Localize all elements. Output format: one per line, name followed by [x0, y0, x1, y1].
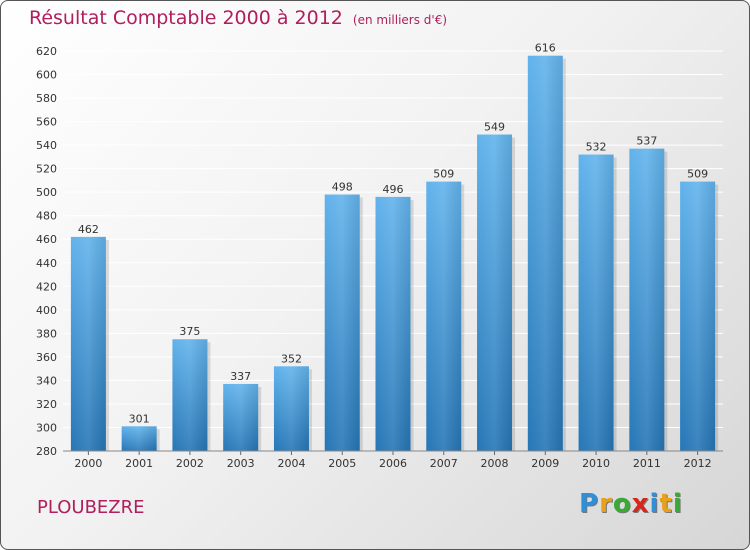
logo-letter: r — [599, 489, 613, 519]
data-label: 352 — [281, 352, 302, 365]
data-label: 496 — [383, 183, 404, 196]
x-tick-label: 2005 — [328, 457, 356, 470]
bar-shine — [477, 134, 513, 451]
bar-shine — [527, 55, 563, 452]
x-tick-label: 2011 — [633, 457, 661, 470]
bar-shine — [375, 196, 411, 451]
bars — [70, 55, 719, 452]
bar-2004 — [273, 366, 312, 451]
y-tick-label: 560 — [36, 116, 57, 129]
x-tick-label: 2008 — [481, 457, 509, 470]
logo-letter: i — [649, 489, 660, 519]
y-tick-label: 380 — [36, 327, 57, 340]
bar-shine — [578, 154, 614, 451]
y-tick-label: 320 — [36, 398, 57, 411]
chart-title-main: Résultat Comptable 2000 à 2012 — [29, 7, 343, 29]
x-tick-label: 2002 — [176, 457, 204, 470]
bar-2008 — [477, 134, 516, 451]
data-label: 549 — [484, 121, 505, 134]
bar-shine — [324, 194, 360, 451]
bar-2009 — [527, 55, 566, 452]
data-label: 616 — [535, 42, 556, 55]
commune-name: PLOUBEZRE — [37, 497, 145, 518]
x-tick-label: 2000 — [74, 457, 102, 470]
x-tick-label: 2004 — [277, 457, 305, 470]
x-tick-label: 2010 — [582, 457, 610, 470]
logo-letter: t — [659, 489, 673, 519]
bar-shine — [426, 181, 462, 451]
x-axis-ticks: 2000 2001 2002 2003 2004 2005 2006 2007 2008 2009… — [63, 450, 723, 470]
y-tick-label: 400 — [36, 304, 57, 317]
y-tick-label: 280 — [36, 445, 57, 458]
logo-letter: i — [672, 489, 683, 519]
y-tick-label: 480 — [36, 210, 57, 223]
x-tick-label: 2012 — [684, 457, 712, 470]
proxiti-logo[interactable]: Proxiti — [579, 489, 683, 519]
chart-title: Résultat Comptable 2000 à 2012 (en millie… — [29, 7, 447, 29]
y-tick-label: 600 — [36, 69, 57, 82]
y-tick-label: 460 — [36, 233, 57, 246]
bar-shine — [70, 236, 106, 451]
bar-2012 — [680, 181, 719, 451]
y-tick-label: 340 — [36, 374, 57, 387]
bar-2001 — [121, 426, 160, 451]
y-tick-label: 440 — [36, 257, 57, 270]
bar-shine — [629, 148, 665, 451]
bar-2011 — [629, 148, 668, 451]
bar-shine — [121, 426, 157, 451]
bar-shine — [273, 366, 309, 451]
x-tick-label: 2003 — [227, 457, 255, 470]
chart-title-unit: (en milliers d'€) — [352, 13, 448, 27]
bar-2007 — [426, 181, 465, 451]
bar-2010 — [578, 154, 617, 451]
y-tick-label: 620 — [36, 45, 57, 58]
bar-2000 — [70, 236, 109, 451]
bar-shine — [223, 383, 259, 451]
bar-2003 — [223, 383, 262, 451]
data-label: 509 — [687, 168, 708, 181]
y-tick-label: 540 — [36, 139, 57, 152]
y-tick-label: 500 — [36, 186, 57, 199]
x-tick-label: 2009 — [531, 457, 559, 470]
logo-letter: x — [631, 489, 650, 519]
logo-letter: P — [579, 489, 600, 519]
y-axis-ticks: 280 300 320 340 360 380 400 420 440 460 480 500 520 5… — [36, 45, 57, 458]
bar-2006 — [375, 196, 414, 451]
bar-shine — [172, 339, 208, 451]
data-label: 375 — [179, 325, 200, 338]
y-tick-label: 360 — [36, 351, 57, 364]
x-tick-label: 2001 — [125, 457, 153, 470]
data-label: 337 — [230, 370, 251, 383]
y-tick-label: 520 — [36, 163, 57, 176]
logo-letter: o — [612, 489, 632, 519]
data-label: 462 — [78, 223, 99, 236]
data-label: 509 — [433, 168, 454, 181]
x-tick-label: 2006 — [379, 457, 407, 470]
x-tick-label: 2007 — [430, 457, 458, 470]
data-label: 301 — [129, 412, 150, 425]
bar-2005 — [324, 194, 363, 451]
data-label: 498 — [332, 181, 353, 194]
data-label: 532 — [586, 141, 607, 154]
bar-2002 — [172, 339, 211, 451]
data-label: 537 — [636, 135, 657, 148]
y-tick-label: 420 — [36, 280, 57, 293]
bar-shine — [680, 181, 716, 451]
y-tick-label: 580 — [36, 92, 57, 105]
data-labels: 462 301 375 337 352 498 496 509 549 616 532 537 509 — [78, 42, 708, 426]
y-tick-label: 300 — [36, 421, 57, 434]
